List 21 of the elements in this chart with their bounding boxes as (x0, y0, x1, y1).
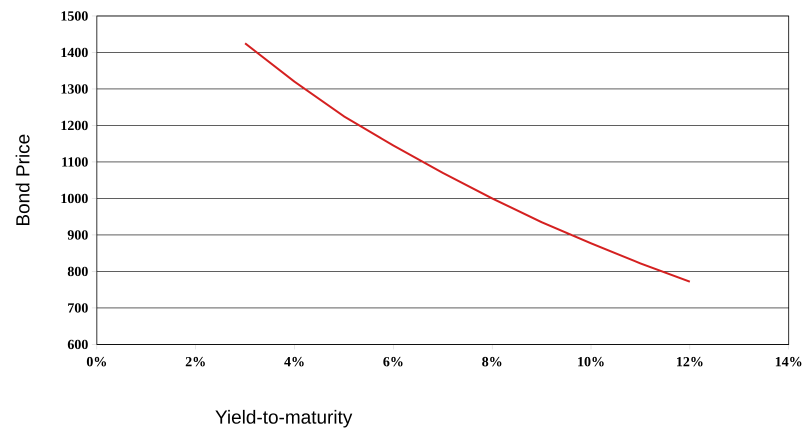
x-tick-label: 2% (186, 356, 205, 366)
x-tick-label: 0% (86, 356, 106, 366)
y-tick-label: 1500 (61, 11, 88, 21)
line-series (244, 42, 691, 283)
y-tick-label: 1300 (61, 84, 88, 94)
y-tick-label: 900 (68, 230, 88, 240)
y-tick-label: 700 (68, 303, 88, 313)
y-tick-label: 1400 (61, 48, 88, 58)
y-tick-label: 1100 (62, 157, 88, 167)
x-tick-label: 10% (578, 356, 604, 366)
y-tick-label: 600 (68, 340, 88, 350)
y-axis-title: Bond Price (16, 134, 30, 225)
x-tick-label: 6% (383, 356, 403, 366)
y-tick-label: 1000 (61, 194, 88, 204)
y-tick-label: 800 (68, 266, 88, 276)
x-tick-label: 8% (482, 356, 502, 366)
x-tick-label: 4% (284, 356, 304, 366)
x-tick-label: 14% (776, 356, 802, 366)
x-axis-title: Yield-to-maturity (215, 410, 352, 428)
x-tick-label: 12% (677, 356, 703, 366)
y-tick-label: 1200 (61, 120, 88, 130)
